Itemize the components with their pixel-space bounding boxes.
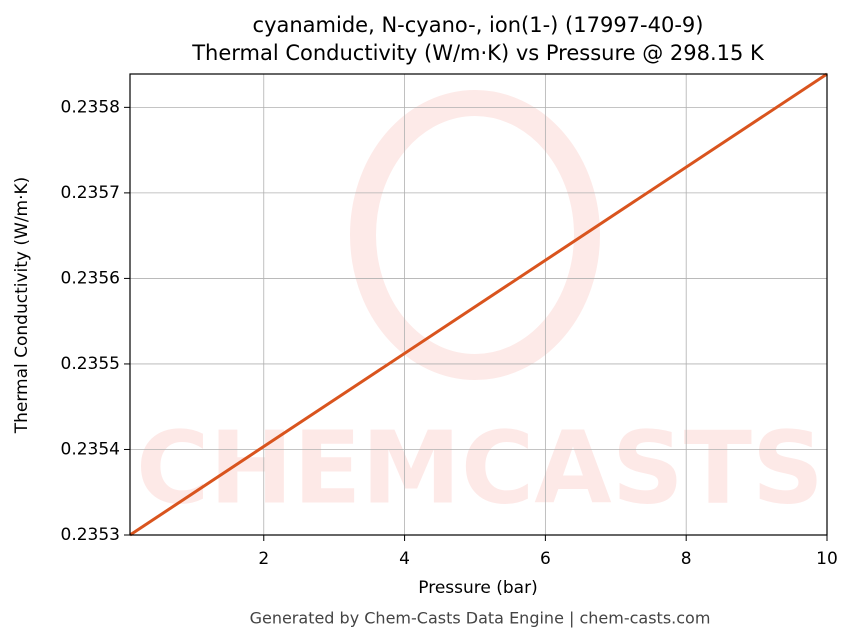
chart-title: cyanamide, N-cyano-, ion(1-) (17997-40-9… [253, 13, 704, 37]
y-tick-label: 0.2358 [61, 97, 120, 117]
x-tick-label: 8 [681, 549, 692, 569]
x-axis-label: Pressure (bar) [418, 578, 537, 598]
y-tick-label: 0.2354 [61, 439, 120, 459]
data-line [129, 72, 828, 537]
watermark: CHEMCASTS [136, 90, 824, 526]
y-axis-label: Thermal Conductivity (W/m·K) [12, 177, 32, 435]
y-tick-label: 0.2355 [61, 354, 120, 374]
x-tick-label: 10 [816, 549, 838, 569]
plot-frame [129, 73, 828, 536]
y-tick-label: 0.2353 [61, 525, 120, 545]
y-tick-label: 0.2357 [61, 183, 120, 203]
footer: Generated by Chem-Casts Data Engine | ch… [250, 609, 711, 628]
x-tick-label: 2 [258, 549, 269, 569]
x-tick-label: 4 [399, 549, 410, 569]
y-tick-label: 0.2356 [61, 268, 120, 288]
svg-text:CHEMCASTS: CHEMCASTS [136, 409, 824, 526]
chart-subtitle: Thermal Conductivity (W/m·K) vs Pressure… [191, 41, 765, 65]
x-tick-label: 6 [540, 549, 551, 569]
